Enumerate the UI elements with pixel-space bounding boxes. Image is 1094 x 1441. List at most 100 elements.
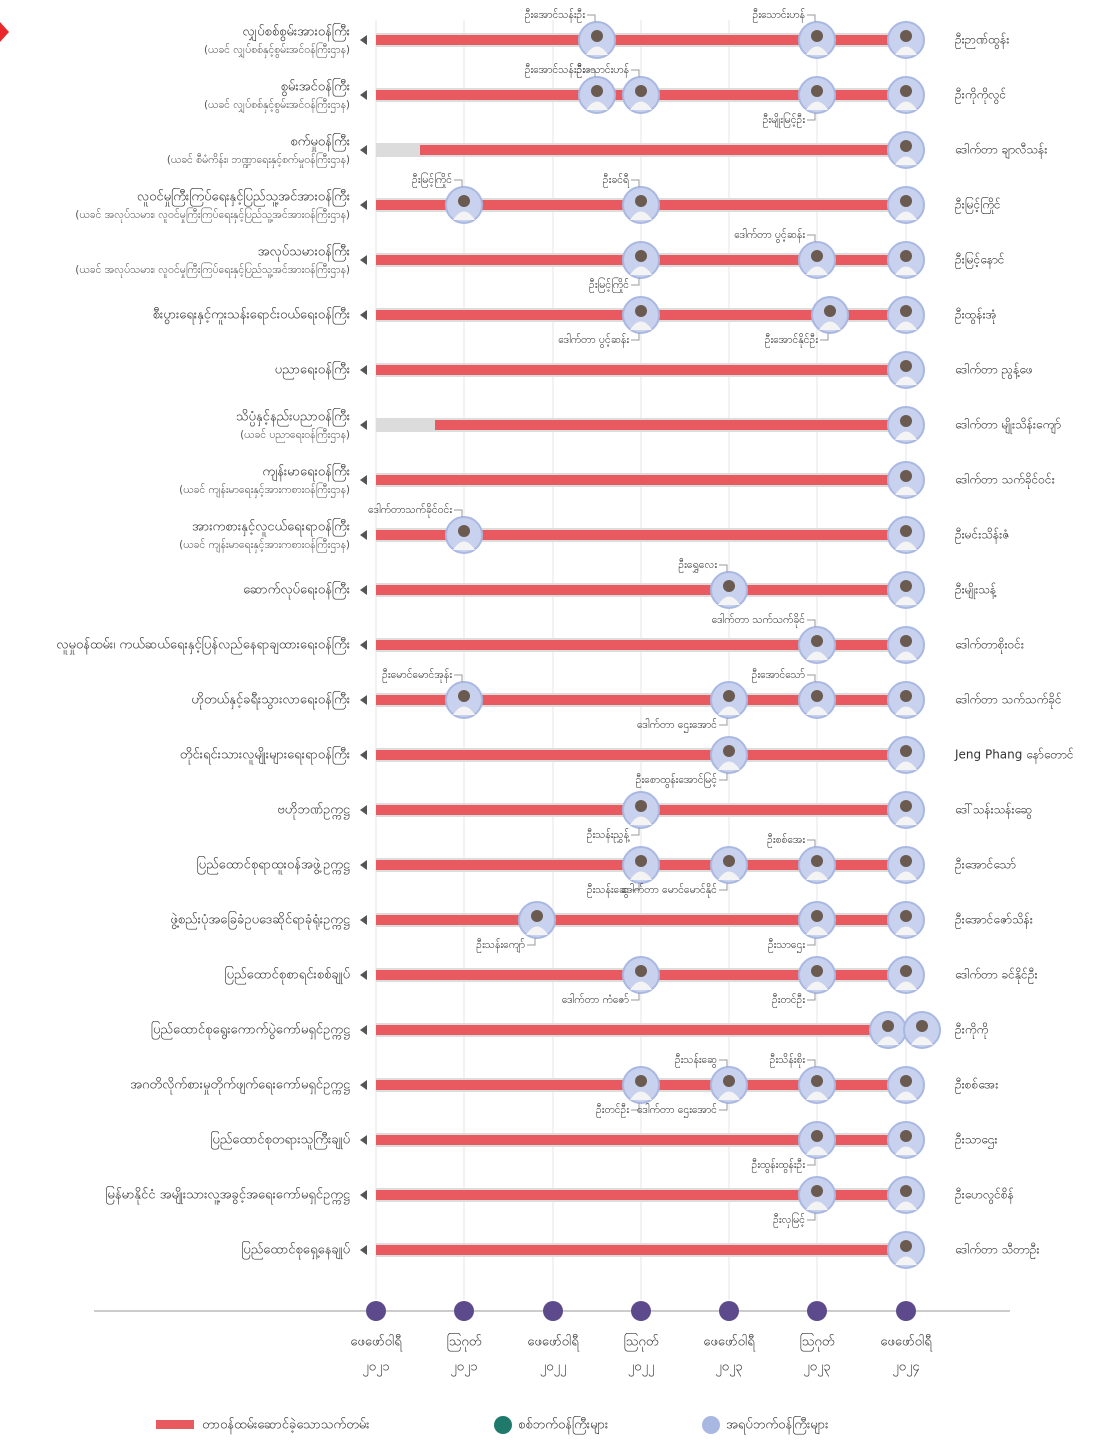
leader [454, 179, 463, 187]
ministry-title: ဟိုတယ်နှင့်ခရီးသွားလာရေးဝန်ကြီး [191, 691, 350, 710]
person-label: ဦးသန်းကျော် [476, 938, 525, 953]
leader [807, 14, 816, 22]
leader [719, 1103, 728, 1111]
portrait-body [895, 431, 917, 440]
timeline-dot [543, 1301, 563, 1321]
portrait-head [635, 305, 647, 317]
person-label: ဦးတင်ဦး [596, 1103, 629, 1118]
portrait-body [806, 651, 828, 660]
row-arrow [360, 90, 367, 100]
person-label: ဦးသန်းညွှန့် [587, 828, 630, 843]
current-holder: ဦးကိုကိုလွင် [955, 87, 1006, 105]
ministry-title: အလုပ်သမားဝန်ကြီး [258, 243, 350, 262]
ministry-subtitle: (ယခင် စီမံကိန်း၊ ဘဏ္ဍာရေးနှင့်စက်မှုဝန်က… [167, 152, 350, 168]
leader [807, 1158, 816, 1166]
ministry-title: စွမ်းအင်ဝန်ကြီး [281, 78, 350, 97]
row-arrow [360, 200, 367, 210]
ministry-title: ပြည်ထောင်စုရွေးကောက်ပွဲကော်မရှင်ဥက္ကဋ္ဌ [151, 1021, 351, 1040]
current-holder: ဦးမင်းသိန်းဇံ [955, 527, 1009, 545]
portrait-head [900, 85, 912, 97]
current-holder: ဦးဉာဏ်ထွန်း [955, 32, 1009, 50]
portrait-body [718, 706, 740, 715]
person-label: ဦးအောင်နိုင်ဦး [765, 333, 819, 348]
portrait-body [630, 321, 652, 330]
leader [807, 674, 816, 682]
ministry-title: မြန်မာနိုင်ငံ အမျိုးသားလူ့အခွင့်အရေးကော်… [105, 1186, 351, 1205]
current-holder: ဒေါက်တာ ခင်နိုင်ဦး [955, 967, 1038, 985]
portrait-body [895, 101, 917, 110]
row-arrow [360, 35, 367, 45]
person-label: ဦးမျိုးမြင့်ဦး [763, 112, 806, 128]
portrait-body [806, 981, 828, 990]
portrait-head [811, 1130, 823, 1142]
portrait-body [895, 706, 917, 715]
leader [587, 69, 596, 77]
person-label: ဦးအောင်သန်းဦး [525, 63, 586, 78]
term-bar [376, 475, 906, 485]
current-holder: ဒေါ်သန်းသန်းဆွေ [955, 802, 1032, 820]
person-label: ဒေါက်တာ သက်သက်ခိုင် [712, 613, 805, 628]
leader [631, 993, 640, 1001]
row-arrow [360, 860, 367, 870]
ministry-subtitle: (ယခင် လျှပ်စစ်နှင့်စွမ်းအင်ဝန်ကြီးဌာန) [204, 97, 350, 113]
portrait-head [531, 910, 543, 922]
leader [587, 14, 596, 22]
term-bar [376, 640, 906, 650]
term-bar [376, 1245, 906, 1255]
portrait-head [723, 855, 735, 867]
person-label: ဦးအောင်သန်းဦး [525, 8, 586, 23]
portrait-body [718, 761, 740, 770]
legend-term: တာဝန်ထမ်းဆောင်ခဲ့သောသက်တမ်း [202, 1417, 369, 1435]
current-holder: ဦးအောင်ဇော်သိန်း [955, 912, 1033, 930]
ministry-title: စီးပွားရေးနှင့်ကူးသန်းရောင်းဝယ်ရေးဝန်ကြီ… [153, 306, 350, 325]
portrait-body [630, 816, 652, 825]
person-label: ဦးသန်းဆွေ [587, 883, 629, 898]
current-holder: ဦးမြင့်နောင် [955, 251, 1005, 270]
portrait-head [591, 30, 603, 42]
portrait-head [811, 855, 823, 867]
ministry-subtitle: (ယခင် အလုပ်သမား၊ လူဝင်မှုကြီးကြပ်ရေးနှင့… [75, 207, 350, 223]
term-bar [376, 365, 906, 375]
legend-dot [494, 1416, 512, 1434]
portrait-body [453, 706, 475, 715]
ministry-title: လူဝင်မှုကြီးကြပ်ရေးနှင့်ပြည်သူ့အင်အားဝန်… [137, 188, 350, 207]
ministry-title: စက်မှုဝန်ကြီး [290, 133, 350, 152]
term-bar [376, 1190, 906, 1200]
person-label: ဦးထွန်းထွန်းဦး [752, 1158, 806, 1173]
portrait-head [811, 965, 823, 977]
leader [719, 773, 728, 781]
portrait-head [900, 635, 912, 647]
leader [820, 333, 829, 341]
portrait-head [458, 195, 470, 207]
ministry-title: တိုင်းရင်းသားလူမျိုးများရေးရာဝန်ကြီး [180, 746, 350, 765]
portrait-body [806, 46, 828, 55]
ministry-title: ပြည်ထောင်စုစာရင်းစစ်ချုပ် [224, 966, 350, 985]
portrait-head [900, 140, 912, 152]
row-arrow [360, 1080, 367, 1090]
timeline-dot [366, 1301, 386, 1321]
person-label: ဦးသောင်းဟန် [753, 8, 805, 23]
person-label: ဦးမောင်မောင်အုန်း [382, 668, 452, 683]
row-arrow [360, 1245, 367, 1255]
person-label: ဦးမြင့်ကြိုင် [589, 277, 629, 293]
ministry-subtitle: (ယခင် လျှပ်စစ်နှင့်စွမ်းအင်ဝန်ကြီးဌာန) [204, 42, 350, 58]
timeline-year: ၂၀၂၁ [450, 1360, 477, 1377]
timeline-dot [896, 1301, 916, 1321]
leader [807, 113, 816, 121]
portrait-head [811, 690, 823, 702]
person-label: ဦးတင်ဦး [772, 993, 805, 1008]
portrait-body [895, 376, 917, 385]
portrait-head [635, 965, 647, 977]
person-label: ဒေါက်တာ မောင်မောင်နိုင် [621, 883, 717, 898]
timeline-month: ဩဂုတ် [800, 1333, 835, 1352]
portrait-head [900, 580, 912, 592]
portrait-head [900, 305, 912, 317]
portrait-head [916, 1020, 928, 1032]
marker [0, 22, 9, 42]
portrait-head [900, 910, 912, 922]
person-label: ဦးသန်းဆွေ [675, 1053, 717, 1068]
portrait-head [635, 1075, 647, 1087]
ministry-title: လူမှုဝန်ထမ်း၊ ကယ်ဆယ်ရေးနှင့်ပြန်လည်နေရာခ… [56, 636, 350, 655]
term-bar [376, 1135, 906, 1145]
current-holder: ဦးစစ်အေး [955, 1077, 998, 1095]
